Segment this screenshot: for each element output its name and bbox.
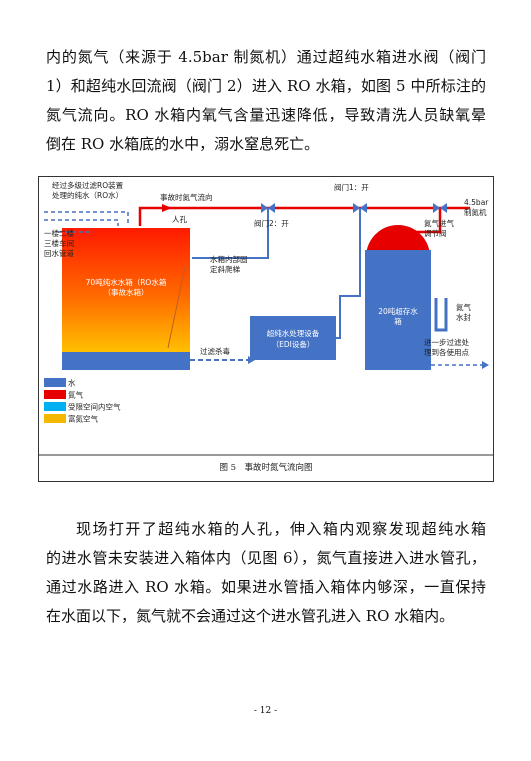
text-line: 1）和超纯水回流阀（阀门 2）进入 RO 水箱，如图 5 中所标注的 <box>46 77 486 95</box>
legend-label: 氮气 <box>68 390 83 400</box>
edi-unit <box>250 316 336 360</box>
legend-label: 受限空间内空气 <box>68 402 121 412</box>
legend-swatch <box>44 390 66 399</box>
page-number: - 12 - <box>253 706 278 716</box>
label: 进一步过滤处 <box>424 337 469 347</box>
label: 水箱内部固 <box>210 254 248 264</box>
text-line: 的进水管未安装进入箱体内（见图 6），氮气直接进入进水管孔， <box>46 549 486 567</box>
label: 处理的纯水（RO水） <box>52 190 123 200</box>
label: 4.5bar <box>464 198 489 207</box>
label: 氮气 <box>456 302 471 312</box>
text-line: 内的氮气（来源于 4.5bar 制氮机）通过超纯水箱进水阀（阀门 <box>46 48 486 66</box>
label: 理到各使用点 <box>424 347 469 357</box>
legend-swatch <box>44 402 66 411</box>
ladder <box>167 261 187 349</box>
arrowhead <box>162 204 172 212</box>
tank-water <box>62 352 190 370</box>
label: 人孔 <box>172 215 187 224</box>
label: 20吨超存水 <box>378 306 418 316</box>
label: 调节阀 <box>424 229 447 238</box>
label: 一楼二楼 <box>44 228 74 238</box>
legend-swatch <box>44 414 66 423</box>
label: 制氮机 <box>464 207 487 217</box>
text-line: 在水面以下，氮气就不会通过这个进水管孔进入 RO 水箱内。 <box>46 607 455 625</box>
water-pipe <box>192 208 269 259</box>
legend-label: 水 <box>68 378 76 388</box>
water-seal <box>434 298 448 332</box>
label: 70吨纯水水箱（RO水箱 <box>86 277 167 287</box>
water-pipe <box>336 208 361 339</box>
dashed-arrow <box>44 211 129 226</box>
legend-swatch <box>44 378 66 387</box>
valves <box>261 203 447 213</box>
nitrogen-pipe <box>410 208 442 234</box>
label: 经过多级过滤RO装置 <box>52 180 124 190</box>
label: （EDI设备） <box>272 339 315 349</box>
label: 过滤杀毒 <box>200 346 230 356</box>
storage-tank <box>365 250 431 370</box>
label: 氮气进气 <box>424 218 454 228</box>
label: 阀门1：开 <box>334 183 369 192</box>
label: 超纯水处理设备 <box>267 328 320 338</box>
label: 回水管道 <box>44 248 74 258</box>
label: 阀门2：开 <box>254 219 289 228</box>
text-line: 氮气流向。RO 水箱内氧气含量迅速降低，导致清洗人员缺氧晕 <box>46 106 486 124</box>
arrowhead <box>482 361 489 369</box>
caption: 图 5 事故时氮气流向图 <box>219 462 312 473</box>
label: 事故时氮气流向 <box>160 192 213 202</box>
label: 箱 <box>394 316 402 326</box>
diagram: 经过多级过滤RO装置 处理的纯水（RO水） 事故时氮气流向 阀门1：开 4.5b… <box>44 180 489 370</box>
text-line: 倒在 RO 水箱底的水中，溺水窒息死亡。 <box>46 135 320 153</box>
text-line: 通过水路进入 RO 水箱。如果进水管插入箱体内够深，一直保持 <box>46 578 486 596</box>
label: 定斜爬梯 <box>210 264 240 274</box>
label: 水封 <box>456 312 471 322</box>
dashed-arrow <box>44 219 119 226</box>
label: （事故水箱） <box>104 287 149 297</box>
text-line: 现场打开了超纯水箱的人孔，伸入箱内观察发现超纯水箱 <box>76 520 486 538</box>
legend-label: 富氮空气 <box>68 414 98 424</box>
figure: 经过多级过滤RO装置 处理的纯水（RO水） 事故时氮气流向 阀门1：开 4.5b… <box>38 176 494 482</box>
label: 三楼车间 <box>44 238 74 248</box>
ro-tank <box>62 228 190 352</box>
